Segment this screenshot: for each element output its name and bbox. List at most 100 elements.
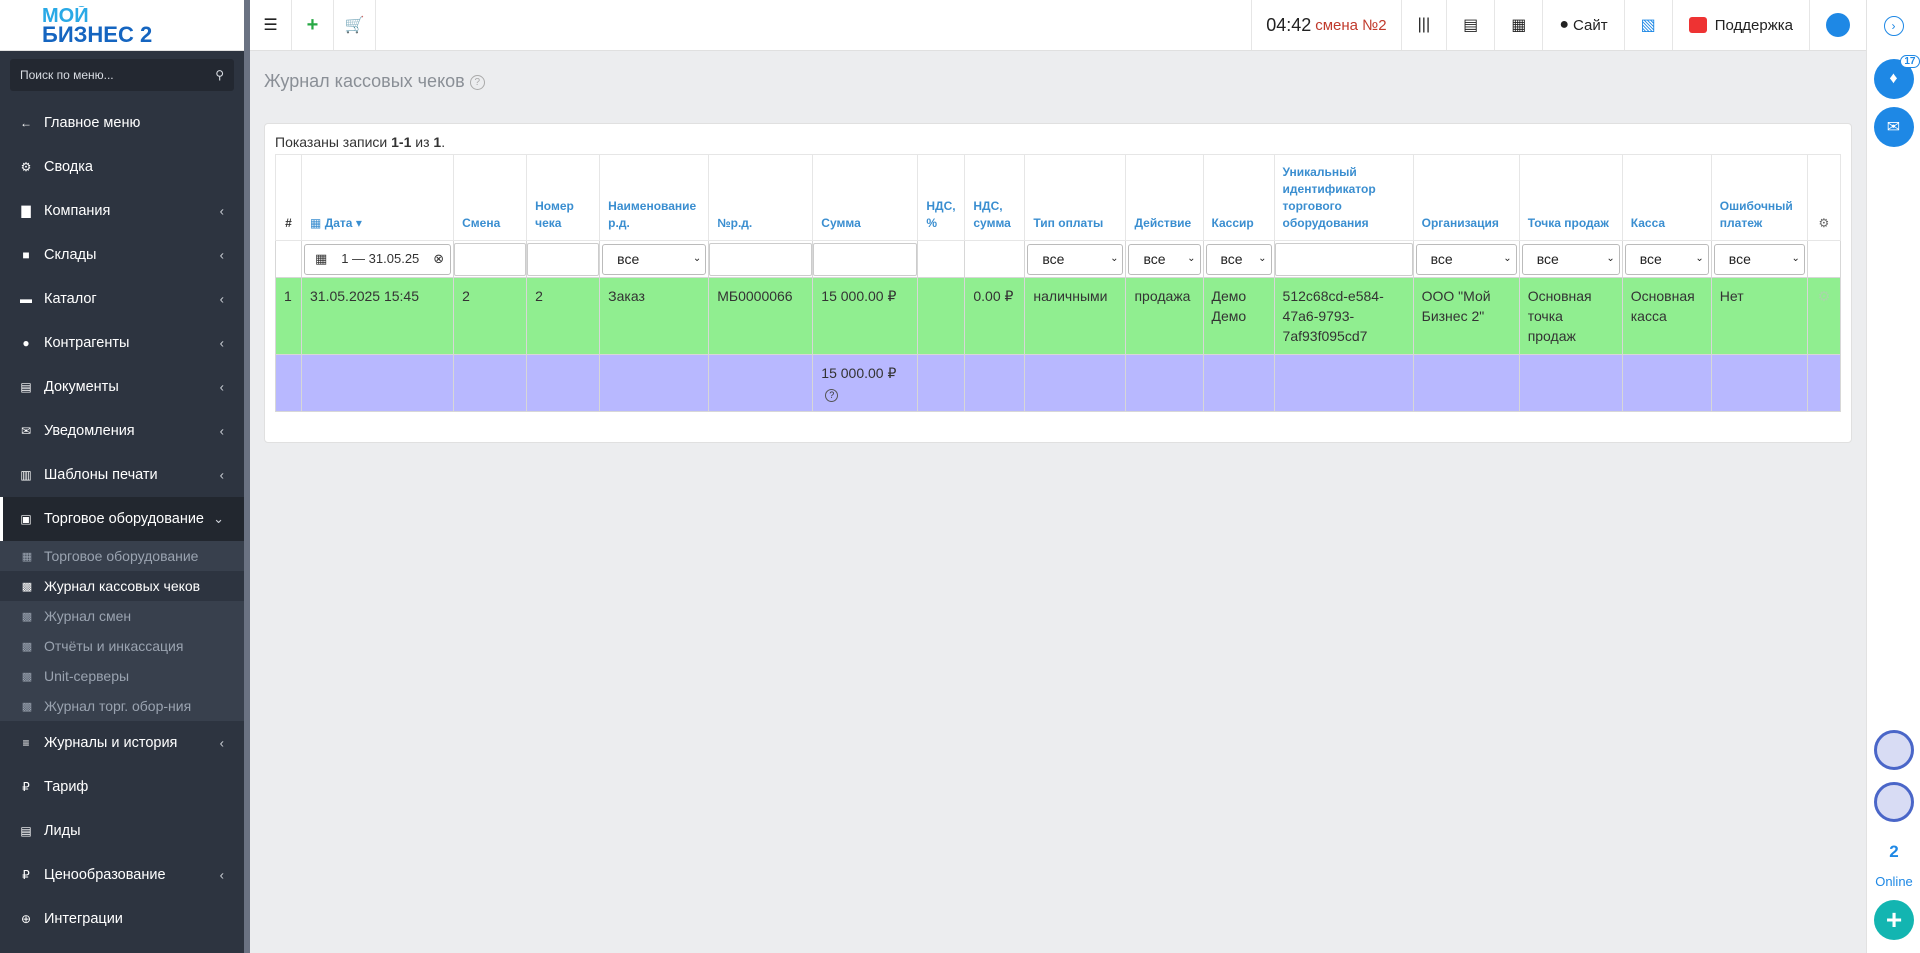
chevron-left-icon: ‹ xyxy=(219,291,224,307)
filter-nrd[interactable] xyxy=(708,240,814,278)
filter-action[interactable]: все ⌄ xyxy=(1125,240,1204,278)
clear-icon[interactable]: ⊗ xyxy=(433,251,445,266)
sidebar-item[interactable]: ← Главное меню xyxy=(0,101,244,145)
col-shift[interactable]: Смена xyxy=(453,154,528,241)
sidebar-item[interactable]: ▬ Каталог ‹ xyxy=(0,277,244,321)
list-icon: ≡ xyxy=(22,736,30,750)
user-avatar[interactable] xyxy=(1810,0,1866,50)
cell-nrd: МБ0000066 xyxy=(708,277,814,355)
col-sum[interactable]: Сумма xyxy=(812,154,919,241)
hamburger-icon[interactable]: ☰ xyxy=(250,0,292,50)
col-nrd[interactable]: №р.д. xyxy=(708,154,814,241)
filter-check[interactable] xyxy=(526,240,601,278)
search-icon[interactable]: ⚲ xyxy=(215,68,224,82)
add-button[interactable]: + xyxy=(1874,900,1914,940)
money-icon: ▩ xyxy=(21,670,33,683)
col-pay[interactable]: Тип оплаты xyxy=(1024,154,1127,241)
uid-filter-input[interactable] xyxy=(1274,242,1413,276)
site-button[interactable]: ● Сайт xyxy=(1543,0,1625,50)
check-filter-input[interactable] xyxy=(527,242,600,276)
sidebar-item-label: Тариф xyxy=(44,779,89,795)
sidebar-item[interactable]: ▤ Лиды xyxy=(0,809,244,853)
submenu-item[interactable]: ▦ Торговое оборудование xyxy=(0,541,244,571)
avatar[interactable] xyxy=(1874,730,1914,770)
col-point[interactable]: Точка продаж xyxy=(1518,154,1623,241)
plus-icon[interactable]: + xyxy=(292,0,334,50)
filter-uid[interactable] xyxy=(1273,240,1414,278)
table-row[interactable]: 1 31.05.2025 15:45 2 2 Заказ МБ0000066 1… xyxy=(274,277,1842,355)
submenu-item-label: Unit-серверы xyxy=(44,668,130,684)
submenu-item[interactable]: ▩ Unit-серверы xyxy=(0,661,244,691)
sidebar-item[interactable]: ▥ Шаблоны печати ‹ xyxy=(0,453,244,497)
logo[interactable]: МОЙ БИЗНЕС 2 xyxy=(0,0,244,51)
filter-org[interactable]: все ⌄ xyxy=(1412,240,1520,278)
filter-settings xyxy=(1806,240,1842,278)
col-vat-pct[interactable]: НДС, % xyxy=(917,154,966,241)
submenu-item[interactable]: ▩ Журнал смен xyxy=(0,601,244,631)
menu-search[interactable]: Поиск по меню... ⚲ xyxy=(10,59,234,91)
col-vat-sum[interactable]: НДС, сумма xyxy=(964,154,1026,241)
col-name[interactable]: Наименование р.д. xyxy=(599,154,710,241)
submenu-item[interactable]: ▩ Журнал кассовых чеков xyxy=(0,571,244,601)
sidebar-item[interactable]: ▤ Документы ‹ xyxy=(0,365,244,409)
sidebar-item[interactable]: ₽ Ценообразование ‹ xyxy=(0,853,244,897)
chat-button[interactable]: ✉ xyxy=(1873,107,1914,147)
sidebar-item[interactable]: ▇ Компания ‹ xyxy=(0,189,244,233)
notifications-button[interactable]: ♦ 17 xyxy=(1873,55,1920,99)
sidebar-item-label: Склады xyxy=(44,247,97,263)
filter-point[interactable]: все ⌄ xyxy=(1518,240,1623,278)
calendar-icon[interactable]: ▦ xyxy=(1495,0,1544,50)
shift-filter-input[interactable] xyxy=(454,242,527,276)
chevron-right-icon[interactable]: › xyxy=(1883,15,1904,36)
submenu-item[interactable]: ▩ Отчёты и инкассация xyxy=(0,631,244,661)
sidebar-submenu: ▦ Торговое оборудование ▩ Журнал кассовых ч… xyxy=(0,541,244,721)
submenu-item[interactable]: ▩ Журнал торг. обор-ния xyxy=(0,691,244,721)
server-icon[interactable]: ▤ xyxy=(1447,0,1496,50)
barcode-icon[interactable]: ||| xyxy=(1402,0,1448,50)
column-settings-icon[interactable]: ⚙ xyxy=(1806,154,1842,241)
help-icon[interactable]: ? xyxy=(825,389,839,402)
filter-date[interactable]: ▦ 1 — 31.05.25 ⊗ xyxy=(301,240,455,278)
money-icon: ▩ xyxy=(21,580,33,593)
user-icon xyxy=(1826,13,1850,37)
sidebar-item[interactable]: ▣ Торговое оборудование ⌄ xyxy=(0,497,244,541)
sidebar-item[interactable]: ■ Склады ‹ xyxy=(0,233,244,277)
search-input[interactable]: Поиск по меню... xyxy=(20,68,114,82)
col-org[interactable]: Организация xyxy=(1412,154,1520,241)
select-value: все xyxy=(1430,251,1453,267)
sidebar-item[interactable]: ⊕ Интеграции xyxy=(0,897,244,941)
col-kassa[interactable]: Касса xyxy=(1621,154,1712,241)
globe-icon: ● xyxy=(1559,16,1570,33)
ruble-icon: ₽ xyxy=(22,868,30,882)
shift-clock[interactable]: 04:42 смена №2 xyxy=(1252,0,1402,50)
support-button[interactable]: Поддержка xyxy=(1673,0,1810,50)
sidebar-item[interactable]: ≡ Журналы и история ‹ xyxy=(0,721,244,765)
cart-icon[interactable]: 🛒 xyxy=(334,0,376,50)
filter-shift[interactable] xyxy=(453,240,528,278)
filter-cashier[interactable]: все ⌄ xyxy=(1202,240,1275,278)
filter-pay[interactable]: все ⌄ xyxy=(1024,240,1127,278)
cell-kassa: Основная касса xyxy=(1621,277,1712,355)
col-date-label: Дата xyxy=(324,216,353,230)
filter-err[interactable]: все ⌄ xyxy=(1710,240,1808,278)
chevron-down-icon: ⌄ xyxy=(1791,253,1800,264)
nrd-filter-input[interactable] xyxy=(709,242,813,276)
col-err[interactable]: Ошибочный платеж xyxy=(1710,154,1808,241)
col-check[interactable]: Номер чека xyxy=(526,154,601,241)
sidebar-item[interactable]: ₽ Тариф xyxy=(0,765,244,809)
filter-name[interactable]: все ⌄ xyxy=(599,240,710,278)
avatar[interactable] xyxy=(1874,782,1914,822)
sidebar-item[interactable]: ✉ Уведомления ‹ xyxy=(0,409,244,453)
col-date[interactable]: ▦ Дата ▾ xyxy=(301,154,455,241)
col-action[interactable]: Действие xyxy=(1125,154,1204,241)
filter-sum[interactable] xyxy=(812,240,919,278)
col-uid[interactable]: Уникальный идентификатор торгового обору… xyxy=(1273,154,1414,241)
cashbox-icon[interactable]: ▧ xyxy=(1625,0,1673,50)
filter-kassa[interactable]: все ⌄ xyxy=(1621,240,1712,278)
sum-filter-input[interactable] xyxy=(813,242,918,276)
sidebar-item[interactable]: ● Контрагенты ‹ xyxy=(0,321,244,365)
sidebar-item[interactable]: ⚙ Сводка xyxy=(0,145,244,189)
help-icon[interactable]: ? xyxy=(469,74,485,90)
col-cashier[interactable]: Кассир xyxy=(1202,154,1275,241)
row-gear-icon[interactable]: ⚙ xyxy=(1817,288,1831,304)
